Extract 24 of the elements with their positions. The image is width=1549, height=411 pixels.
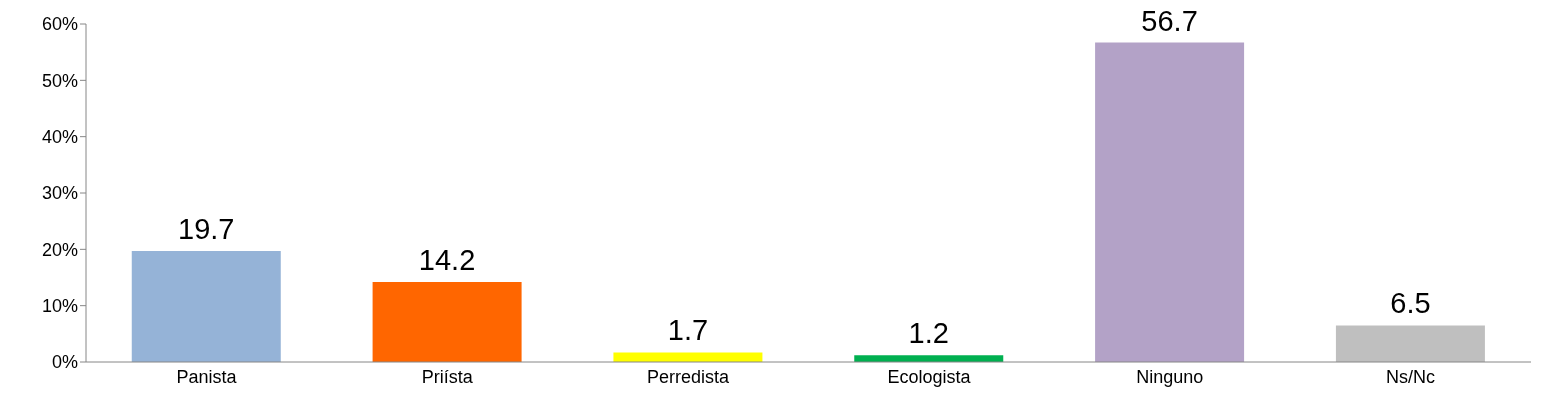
y-tick-label: 50% [41,70,78,91]
bar [372,282,522,362]
y-tick-label: 60% [41,14,78,35]
bar [1335,325,1485,362]
x-tick-label: Perredista [647,366,731,387]
bar [613,352,763,362]
x-tick-label: Ninguno [1136,366,1204,387]
y-tick-label: 20% [41,239,78,260]
y-tick-label: 40% [41,127,78,148]
x-tick-label: Ecologista [887,366,972,387]
x-tick-label: Panista [176,366,238,387]
data-label: 1.7 [667,314,709,347]
data-label: 6.5 [1390,287,1431,320]
x-tick-label: Priísta [421,366,474,387]
data-label: 1.2 [908,317,949,350]
bar [131,251,281,362]
data-label: 14.2 [418,244,476,277]
y-tick-label: 0% [51,352,78,373]
y-tick-label: 30% [41,183,78,204]
data-label: 56.7 [1141,4,1198,37]
y-tick-label: 10% [41,296,78,317]
data-label: 19.7 [178,213,235,246]
bar [1095,42,1245,362]
x-tick-label: Ns/Nc [1386,366,1436,387]
